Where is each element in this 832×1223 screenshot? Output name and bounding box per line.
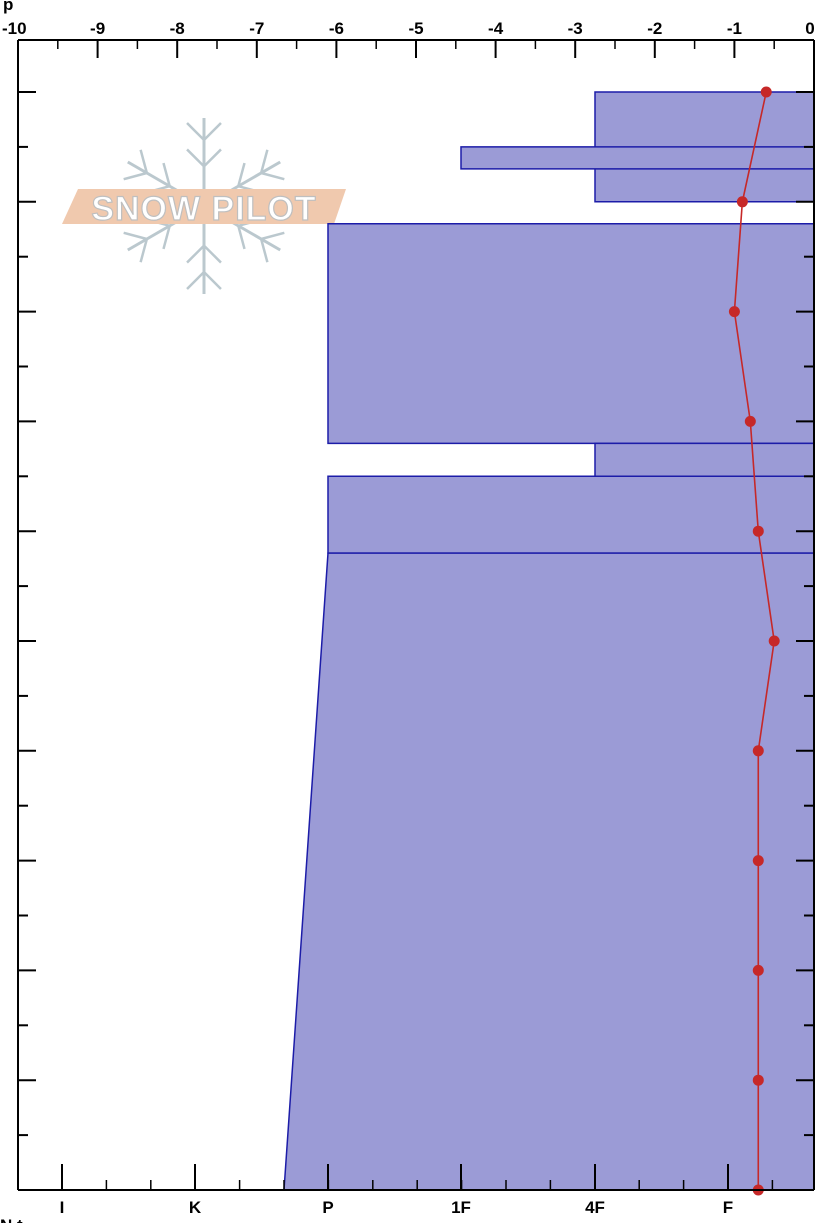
- hardness-layers: [283, 91, 814, 1190]
- snowflake-branch: [203, 148, 222, 168]
- snowflake-branch: [186, 244, 205, 264]
- snowflake-branch: [259, 149, 269, 174]
- temperature-tick-label: -2: [647, 19, 662, 38]
- temperature-point: [744, 415, 756, 427]
- temperature-tick-label: -10: [2, 19, 27, 38]
- snowflake-branch: [203, 271, 222, 290]
- depth-axis-left: [18, 91, 36, 1191]
- snowflake-branch: [123, 171, 148, 181]
- hardness-axis: I K P 1F 4F F: [60, 1164, 774, 1217]
- depth-axis-right: [796, 91, 814, 1191]
- clipped-caption-top: p: [3, 0, 13, 14]
- snowflake-branch: [260, 171, 285, 181]
- watermark-text: SNOW PILOT: [91, 190, 316, 228]
- temperature-axis: -10 -9 -8 -7 -6 -5 -4 -3 -2 -1 0: [2, 19, 815, 58]
- hardness-tick-label: 1F: [451, 1198, 471, 1217]
- temperature-point: [736, 196, 748, 208]
- snowflake-branch: [186, 148, 205, 168]
- hardness-tick-label: K: [189, 1198, 202, 1217]
- hardness-layer: [327, 475, 814, 554]
- snowflake-branch: [186, 122, 205, 141]
- temperature-tick-label: -4: [488, 19, 504, 38]
- snowflake-branch: [139, 238, 149, 263]
- temperature-point: [752, 745, 764, 757]
- hardness-layer: [283, 552, 814, 1190]
- hardness-tick-label: 4F: [585, 1198, 605, 1217]
- temperature-profile: [728, 86, 780, 1196]
- temperature-point: [768, 635, 780, 647]
- hardness-layer: [460, 146, 814, 170]
- hardness-tick-label: F: [723, 1198, 733, 1217]
- temperature-point: [752, 855, 764, 867]
- clipped-caption-bottom: N t: [0, 1216, 23, 1223]
- temperature-point: [752, 525, 764, 537]
- temperature-point: [752, 964, 764, 976]
- temperature-tick-label: 0: [805, 19, 814, 38]
- temperature-tick-label: -8: [170, 19, 185, 38]
- snowflake-branch: [139, 149, 149, 174]
- hardness-tick-label: P: [322, 1198, 333, 1217]
- temperature-point: [728, 306, 740, 318]
- snowflake-branch: [162, 225, 171, 250]
- snowflake-branch: [259, 238, 269, 263]
- temperature-tick-label: -7: [249, 19, 264, 38]
- snowflake-branch: [260, 231, 285, 241]
- temperature-tick-label: -1: [727, 19, 742, 38]
- temperature-tick-label: -3: [568, 19, 583, 38]
- temperature-point: [752, 1074, 764, 1086]
- snowflake-branch: [162, 162, 171, 187]
- snowflake-branch: [203, 244, 222, 264]
- snowflake-branch: [203, 122, 222, 141]
- snowflake-branch: [123, 231, 148, 241]
- snowpilot-watermark: SNOW PILOT: [62, 118, 346, 294]
- snowflake-branch: [237, 162, 246, 187]
- temperature-tick-label: -9: [90, 19, 105, 38]
- snowflake-branch: [237, 225, 246, 250]
- hardness-layer: [594, 442, 814, 478]
- snowflake-branch: [186, 271, 205, 290]
- hardness-layer: [327, 223, 814, 445]
- temperature-tick-label: -5: [408, 19, 423, 38]
- temperature-point: [760, 86, 772, 98]
- hardness-tick-label: I: [60, 1198, 65, 1217]
- watermark-band: [62, 189, 346, 224]
- temperature-tick-label: -6: [329, 19, 344, 38]
